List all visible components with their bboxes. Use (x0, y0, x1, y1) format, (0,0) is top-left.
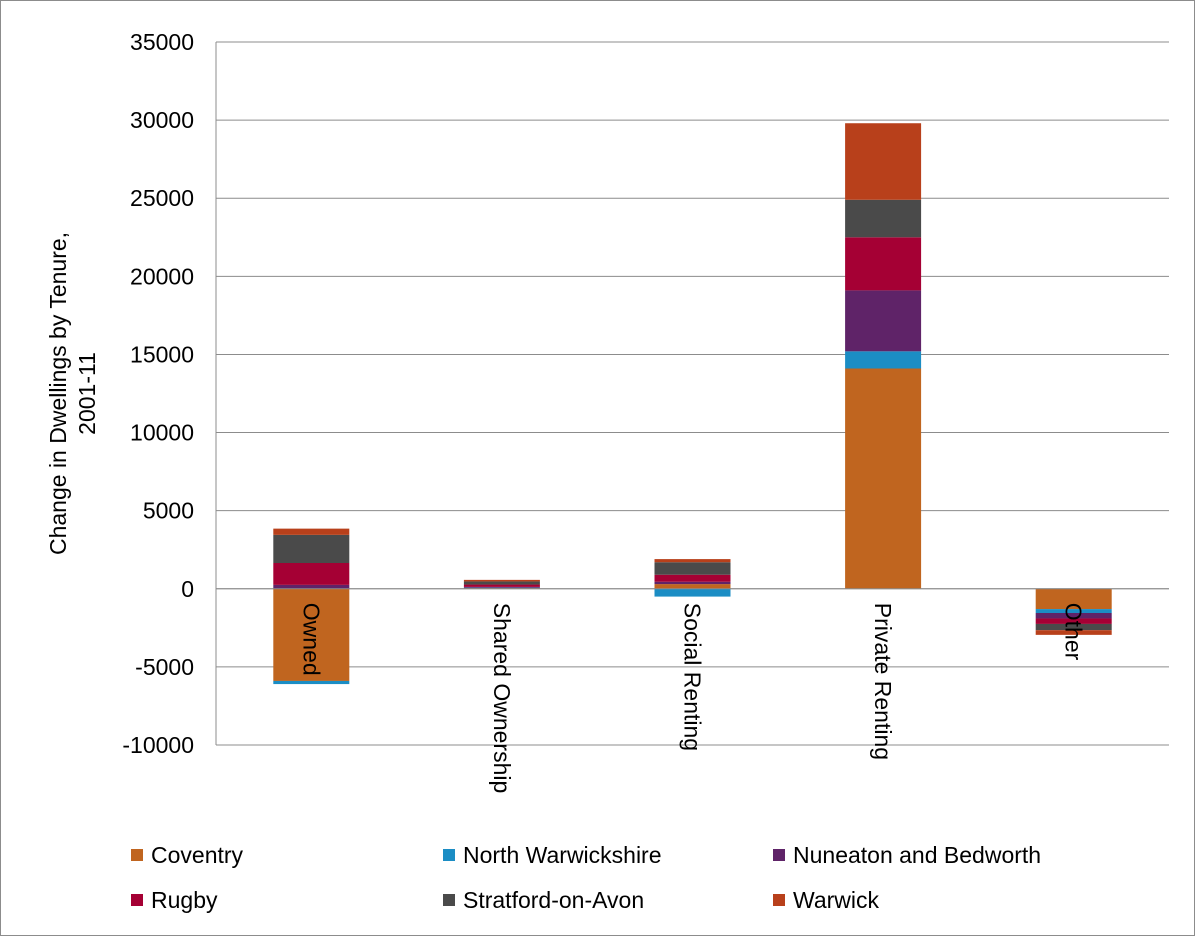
legend-label: Rugby (151, 887, 218, 913)
bar-segment (654, 559, 731, 563)
bar-segment (654, 562, 731, 575)
legend-swatch (131, 894, 143, 906)
legend-label: Nuneaton and Bedworth (793, 842, 1041, 868)
bar-segment (1035, 588, 1112, 610)
bar-segment (845, 199, 922, 238)
bar-segment (273, 588, 350, 681)
bar-segment (273, 534, 350, 564)
y-tick-labels: 35000 30000 25000 20000 15000 10000 5000 0 -5000… (122, 29, 194, 758)
bar-segment (463, 587, 540, 589)
bar-segment (654, 581, 731, 585)
category-label: Shared Ownership (489, 603, 515, 794)
y-axis-label: Change in Dwellings by Tenure, 2001-11 (45, 232, 100, 555)
legend-label: Stratford-on-Avon (463, 887, 644, 913)
y-tick-label: -10000 (122, 732, 194, 758)
legend-swatch (773, 849, 785, 861)
bar-segment (463, 586, 540, 588)
bar-segment (654, 574, 731, 582)
category-label: Owned (298, 603, 324, 676)
bar-segment (463, 584, 540, 587)
y-axis-label-line: 2001-11 (74, 352, 100, 435)
bar-segment (1035, 612, 1112, 619)
bar-segment (845, 123, 922, 200)
category-labels: Owned Shared Ownership Social Renting Priva… (298, 603, 1086, 794)
y-tick-label: -5000 (135, 654, 194, 680)
bar-segment (845, 237, 922, 291)
y-tick-label: 25000 (130, 185, 194, 211)
bar-segment (1035, 623, 1112, 631)
bar-segment (273, 584, 350, 589)
y-axis-label-line: Change in Dwellings by Tenure, (45, 232, 71, 555)
legend-label: Warwick (793, 887, 880, 913)
legend: Coventry North Warwickshire Nuneaton and B… (131, 842, 1041, 913)
bar-segment (1035, 630, 1112, 635)
gridlines (216, 41, 1169, 746)
y-tick-label: 30000 (130, 107, 194, 133)
category-label: Other (1061, 603, 1087, 661)
legend-swatch (443, 849, 455, 861)
y-tick-label: 0 (181, 576, 194, 602)
legend-swatch (443, 894, 455, 906)
bar-segment (1035, 618, 1112, 624)
legend-swatch (773, 894, 785, 906)
bar-segment (1035, 609, 1112, 613)
bar-segment (273, 563, 350, 585)
legend-label: North Warwickshire (463, 842, 662, 868)
bar-segment (273, 528, 350, 535)
bar-segment (845, 290, 922, 352)
bar-segment (845, 368, 922, 589)
y-tick-label: 35000 (130, 29, 194, 55)
legend-swatch (131, 849, 143, 861)
bar-segment (654, 584, 731, 589)
bars (273, 123, 1112, 685)
y-tick-label: 15000 (130, 341, 194, 367)
y-tick-label: 20000 (130, 263, 194, 289)
y-tick-label: 5000 (143, 498, 194, 524)
y-tick-label: 10000 (130, 420, 194, 446)
category-label: Social Renting (680, 603, 706, 751)
bar-segment (654, 588, 731, 597)
legend-label: Coventry (151, 842, 244, 868)
axes (215, 42, 1169, 745)
category-label: Private Renting (870, 603, 896, 760)
bar-segment (463, 579, 540, 582)
bar-segment (273, 680, 350, 685)
bar-segment (463, 581, 540, 585)
bar-segment (845, 351, 922, 369)
